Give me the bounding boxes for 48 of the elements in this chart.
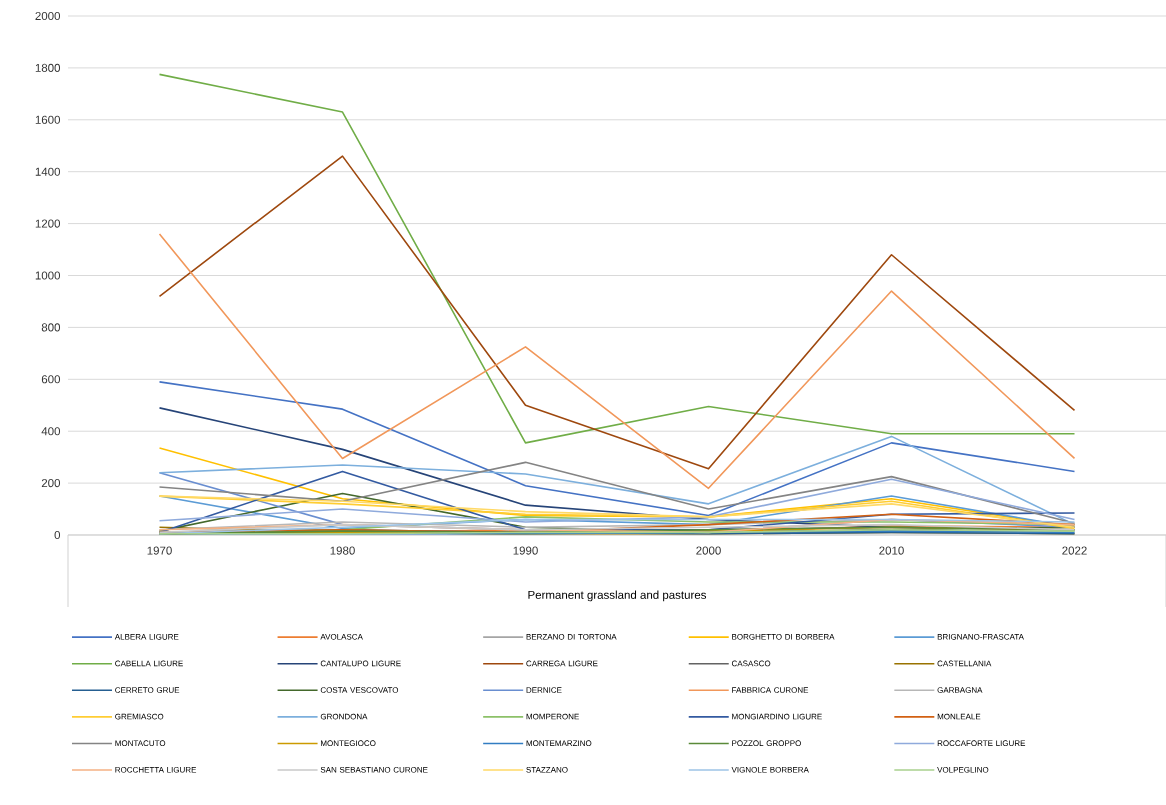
legend-label: GARBAGNA: [937, 687, 983, 693]
legend-label: CARREGA LIGURE: [526, 660, 598, 667]
x-tick-label: 2010: [879, 546, 904, 555]
legend-label: MONTEMARZINO: [526, 740, 592, 747]
y-tick-label: 1400: [35, 167, 61, 176]
legend-label: CASTELLANIA: [937, 660, 992, 667]
legend-label: CERRETO GRUE: [115, 687, 180, 693]
y-tick-label: 0: [54, 530, 61, 540]
y-tick-label: 1200: [35, 219, 61, 228]
legend-label: VOLPEGLINO: [937, 766, 989, 773]
y-tick-label: 200: [41, 479, 61, 488]
legend-label: MONLEALE: [937, 713, 981, 720]
x-tick-label: 1970: [147, 546, 172, 555]
legend-label: BORGHETTO DI BORBERA: [732, 634, 835, 640]
legend-label: STAZZANO: [526, 766, 568, 773]
y-tick-label: 1800: [35, 63, 61, 72]
y-tick-label: 2000: [35, 11, 61, 21]
y-tick-label: 1600: [35, 115, 61, 124]
legend-label: DERNICE: [526, 687, 562, 693]
legend-label: COSTA VESCOVATO: [320, 687, 399, 693]
legend-label: SAN SEBASTIANO CURONE: [320, 766, 428, 773]
legend-label: MONGIARDINO LIGURE: [732, 713, 822, 720]
x-tick-label: 1980: [330, 546, 355, 555]
legend-label: GREMIASCO: [115, 713, 164, 720]
legend-label: CANTALUPO LIGURE: [320, 660, 401, 667]
legend-label: BERZANO DI TORTONA: [526, 634, 617, 640]
legend-label: FABBRICA CURONE: [732, 687, 809, 693]
x-tick-label: 2000: [696, 546, 721, 555]
legend-label: BRIGNANO-FRASCATA: [937, 634, 1024, 640]
x-tick-label: 2022: [1062, 546, 1087, 555]
legend-label: MONTACUTO: [115, 740, 166, 747]
legend-label: CASASCO: [731, 660, 771, 667]
legend-label: ALBERA LIGURE: [114, 634, 179, 640]
legend-label: POZZOL GROPPO: [732, 740, 801, 747]
x-tick-label: 1990: [513, 546, 538, 555]
y-tick-label: 600: [41, 375, 61, 384]
legend-label: ROCCHETTA LIGURE: [115, 766, 197, 773]
legend-label: MONTEGIOCO: [321, 740, 376, 747]
legend-label: ROCCAFORTE LIGURE: [937, 740, 1026, 747]
x-axis-title: Permanent grassland and pastures: [528, 590, 707, 602]
y-tick-label: 1000: [35, 271, 61, 280]
legend-label: CABELLA LIGURE: [115, 660, 183, 667]
y-tick-label: 400: [41, 427, 61, 436]
legend-label: AVOLASCA: [320, 634, 363, 640]
y-tick-label: 800: [41, 323, 61, 332]
legend-label: MOMPERONE: [526, 713, 579, 720]
legend-label: GRONDONA: [320, 713, 368, 720]
legend-label: VIGNOLE BORBERA: [731, 766, 809, 773]
